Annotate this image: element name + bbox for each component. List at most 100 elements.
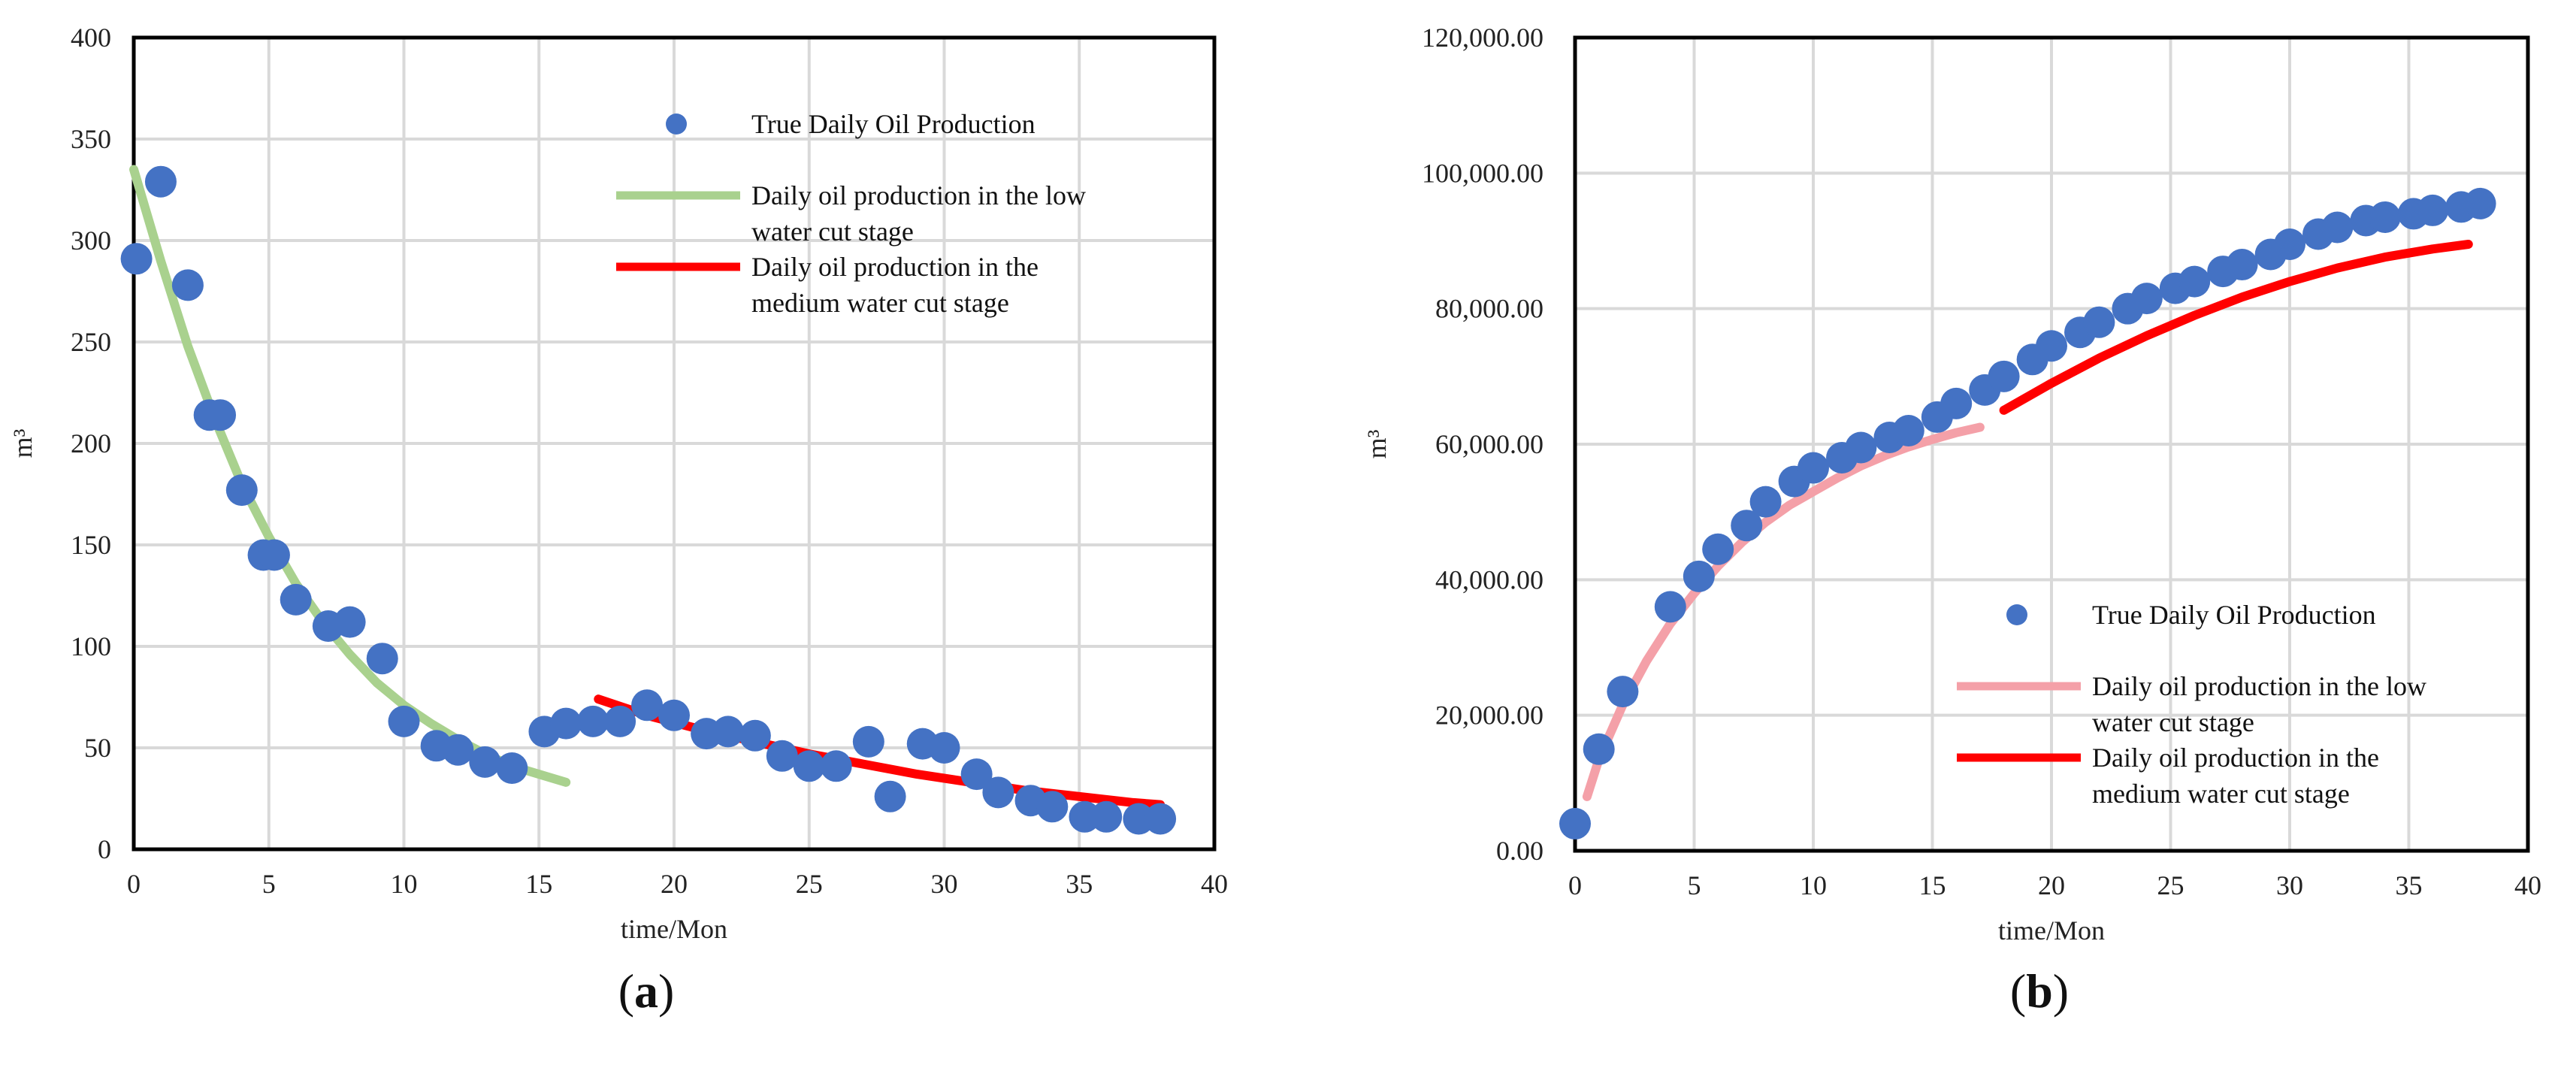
y-tick-label: 80,000.00 [1435, 294, 1543, 324]
data-point [928, 732, 960, 764]
medium-water-cut-fit-line [1999, 240, 2473, 415]
y-tick-label: 50 [84, 733, 111, 763]
y-tick-label: 350 [71, 124, 111, 154]
legend-label: True Daily Oil Production [751, 109, 1036, 139]
data-point [388, 705, 420, 737]
data-point [2226, 249, 2258, 281]
data-point [334, 606, 366, 638]
data-point [1797, 452, 1829, 484]
data-point [604, 705, 636, 737]
data-point [204, 399, 237, 431]
y-tick-label: 20,000.00 [1435, 700, 1543, 731]
y-tick-label: 300 [71, 225, 111, 256]
data-point [1892, 414, 1924, 446]
chart-b-cumulative-oil-production: 0 5 10 15 20 25 30 35 40 0.00 20,000.00 40,000.00 60… [1362, 23, 2541, 1018]
y-axis-title: m³ [8, 428, 38, 458]
y-axis-title: m³ [1362, 429, 1392, 458]
data-point [1069, 800, 1101, 833]
panel-label-open: ( [618, 964, 634, 1018]
data-point [577, 705, 609, 737]
x-tick-label: 15 [525, 869, 552, 899]
y-tick-label: 100,000.00 [1422, 158, 1543, 188]
x-tick-label: 10 [1800, 870, 1827, 900]
y-tick-label: 0 [98, 834, 111, 864]
legend-label: True Daily Oil Production [2092, 600, 2376, 630]
panel-label-open: ( [2010, 964, 2026, 1018]
data-point [874, 780, 906, 812]
data-point [1144, 803, 1177, 835]
legend-label: water cut stage [751, 216, 914, 247]
x-tick-label: 20 [2038, 870, 2065, 900]
data-point [766, 740, 798, 772]
chart-a-daily-oil-production: 0 5 10 15 20 25 30 35 40050100150200250300350400… [8, 23, 1228, 1018]
data-point [1654, 591, 1686, 623]
panel-label-close: ) [658, 964, 674, 1018]
legend: True Daily Oil Production Daily oil produ… [616, 109, 1086, 318]
x-tick-label: 20 [661, 869, 688, 899]
y-tick-label: 400 [71, 23, 111, 53]
scatter-points [1559, 187, 2496, 840]
data-point [1036, 791, 1069, 823]
data-point [1583, 733, 1615, 765]
data-point [144, 165, 177, 198]
legend-label: Daily oil production in the [2092, 743, 2379, 773]
data-point [469, 746, 501, 778]
data-point [2130, 283, 2163, 315]
x-tick-label: 25 [2157, 870, 2184, 900]
data-point [1845, 431, 1877, 464]
data-point [960, 758, 993, 791]
panel-label-letter: a [634, 964, 658, 1018]
data-point [442, 734, 474, 766]
y-tick-label: 0.00 [1496, 836, 1543, 866]
data-point [2321, 211, 2354, 244]
legend-marker-true-production [2006, 604, 2027, 625]
legend-label: medium water cut stage [2092, 779, 2350, 809]
data-point [2464, 187, 2496, 219]
panel-label-close: ) [2053, 964, 2069, 1018]
data-point [120, 243, 153, 275]
data-point [1940, 387, 1973, 419]
x-axis-title: time/Mon [1998, 915, 2105, 945]
data-point [658, 699, 690, 731]
y-tick-label: 200 [71, 428, 111, 458]
data-point [496, 752, 528, 784]
y-tick-label: 40,000.00 [1435, 564, 1543, 595]
x-axis-title: time/Mon [621, 914, 727, 944]
data-point [1090, 800, 1123, 833]
data-point [1749, 486, 1782, 518]
x-tick-label: 5 [262, 869, 276, 899]
legend-label: Daily oil production in the [751, 252, 1039, 282]
data-point [2178, 265, 2211, 298]
y-tick-label: 120,000.00 [1422, 23, 1543, 53]
data-point [2417, 194, 2449, 226]
y-tick-label: 250 [71, 327, 111, 357]
x-tick-label: 5 [1688, 870, 1701, 900]
data-point [171, 269, 204, 301]
data-point [1702, 533, 1734, 565]
legend-label: medium water cut stage [751, 288, 1009, 318]
data-point [1559, 807, 1591, 840]
data-point [852, 725, 884, 758]
data-point [550, 707, 582, 740]
data-point [2036, 330, 2067, 362]
legend-marker-true-production [666, 113, 687, 135]
data-point [366, 643, 398, 675]
data-point [1988, 360, 2020, 392]
x-tick-label: 35 [1066, 869, 1093, 899]
data-point [820, 750, 852, 782]
data-point [2369, 201, 2401, 233]
data-point [631, 689, 664, 722]
data-point [2083, 306, 2115, 338]
data-point [225, 474, 258, 507]
legend-label: Daily oil production in the low [751, 180, 1086, 210]
legend-label: Daily oil production in the low [2092, 671, 2426, 701]
data-point [712, 716, 744, 748]
plot-area-border [1573, 35, 2530, 853]
x-tick-label: 40 [2514, 870, 2541, 900]
x-tick-label: 35 [2396, 870, 2423, 900]
data-point [1123, 803, 1155, 835]
scatter-points [120, 165, 1177, 835]
data-point [739, 719, 771, 752]
data-point [258, 539, 290, 571]
